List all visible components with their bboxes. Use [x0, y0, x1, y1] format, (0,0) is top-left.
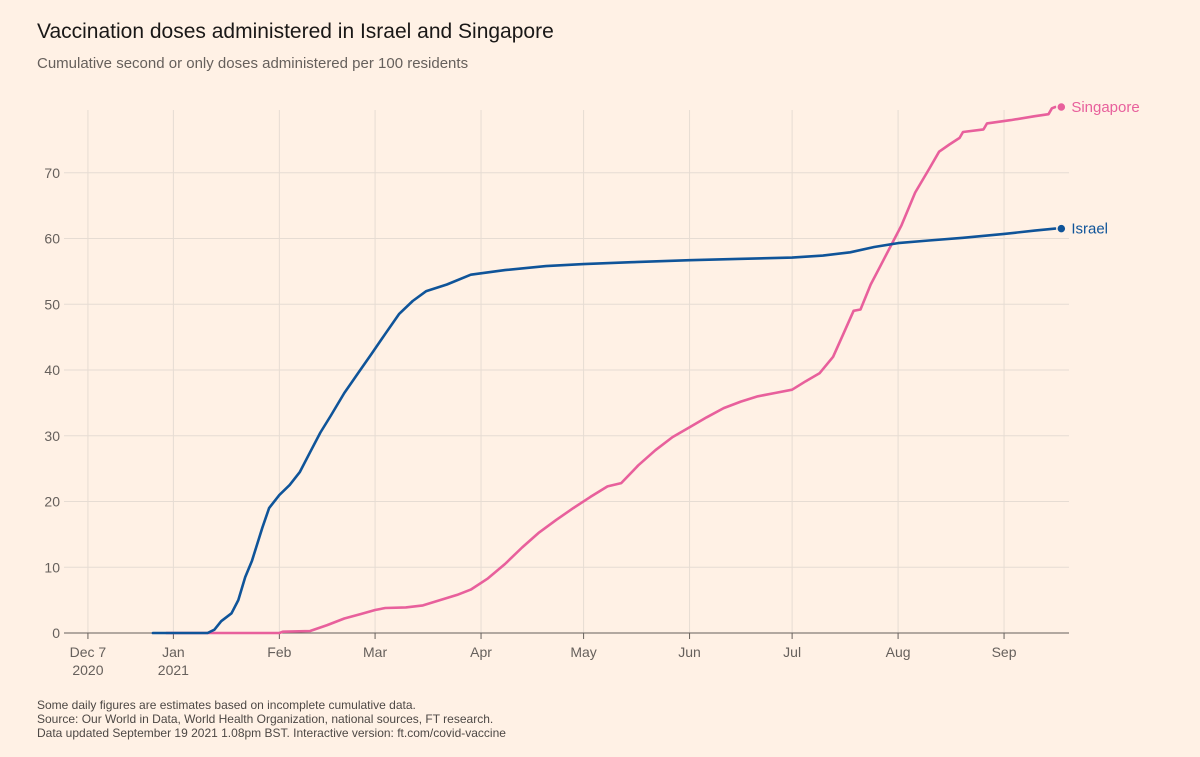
grid	[64, 110, 1069, 633]
y-tick-label: 40	[44, 362, 60, 378]
x-tick-label: Aug	[886, 644, 911, 660]
footnote-updated: Data updated September 19 2021 1.08pm BS…	[37, 726, 506, 740]
x-tick-sublabel: 2021	[158, 662, 189, 678]
singapore-series-label: Singapore	[1071, 99, 1139, 116]
x-tick-label: Jul	[783, 644, 801, 660]
x-tick-sublabel: 2020	[72, 662, 103, 678]
x-tick-label: May	[570, 644, 596, 660]
y-tick-label: 10	[44, 559, 60, 575]
israel-series-label: Israel	[1071, 221, 1108, 238]
series-labels: Singapore Israel	[1071, 99, 1139, 238]
chart-title: Vaccination doses administered in Israel…	[37, 20, 554, 43]
axes: 0 10 20 30 40 50 60 70 Dec 7 2020 Jan 2021 Feb Mar Apr…	[44, 165, 1069, 678]
israel-line	[151, 227, 1057, 635]
x-tick-label: Dec 7	[70, 644, 107, 660]
x-tick-label: Feb	[267, 644, 291, 660]
chart-subtitle: Cumulative second or only doses administ…	[37, 55, 469, 72]
israel-end-point	[1056, 223, 1067, 234]
line-chart: 0 10 20 30 40 50 60 70 Dec 7 2020 Jan 2021 Feb Mar Apr…	[44, 99, 1139, 678]
x-tick-label: Apr	[470, 644, 492, 660]
y-tick-label: 20	[44, 494, 60, 510]
singapore-end-point	[1056, 101, 1067, 113]
x-tick-label: Sep	[992, 644, 1017, 660]
y-tick-label: 70	[44, 165, 60, 181]
y-tick-label: 60	[44, 231, 60, 247]
y-tick-label: 50	[44, 296, 60, 312]
singapore-line	[165, 105, 1057, 635]
y-tick-label: 30	[44, 428, 60, 444]
x-tick-label: Jan	[162, 644, 185, 660]
x-tick-label: Mar	[363, 644, 387, 660]
footnote-estimates: Some daily figures are estimates based o…	[37, 698, 416, 712]
footnotes: Some daily figures are estimates based o…	[37, 698, 506, 740]
x-tick-label: Jun	[678, 644, 701, 660]
y-tick-label: 0	[52, 625, 60, 641]
series	[151, 101, 1067, 635]
footnote-source: Source: Our World in Data, World Health …	[37, 712, 494, 726]
